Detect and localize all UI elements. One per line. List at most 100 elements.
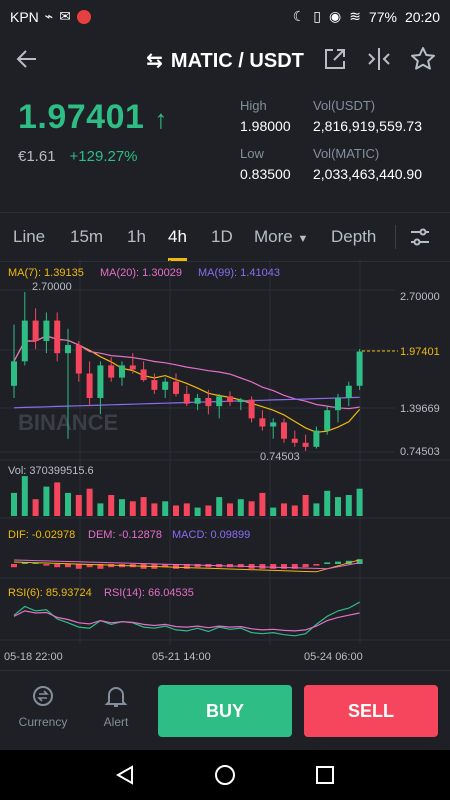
last-price-value: 1.97401: [18, 98, 145, 136]
volume-bar: [356, 488, 363, 516]
compare-icon[interactable]: [366, 46, 392, 72]
tab-1d[interactable]: 1D: [211, 227, 233, 246]
app-bar: ⇆ MATIC / USDT: [0, 32, 450, 88]
price-axis-1: 1.97401: [400, 346, 440, 358]
volume-bar: [313, 503, 320, 516]
volume-bar: [345, 495, 352, 516]
macd-bar: [302, 564, 309, 568]
buy-button[interactable]: BUY: [158, 685, 292, 737]
nav-recents-icon[interactable]: [314, 764, 336, 791]
volume-bar: [65, 492, 71, 516]
bottom-action-bar: Currency Alert BUY SELL: [0, 670, 450, 751]
volume-bar: [194, 507, 201, 516]
volume-bar: [216, 497, 223, 516]
currency-button[interactable]: Currency: [3, 683, 83, 729]
wifi-icon: ≋: [349, 8, 361, 24]
candle-body: [43, 320, 50, 341]
volume-bar: [43, 486, 50, 516]
tab-1h[interactable]: 1h: [127, 227, 146, 246]
volume-bar: [173, 505, 179, 516]
volume-bar: [75, 495, 82, 516]
price-change: +129.27%: [69, 148, 138, 165]
high-value: 1.98000: [240, 118, 291, 134]
candle-body: [205, 397, 212, 407]
dem-line: [13, 559, 360, 570]
volume-bar: [11, 492, 17, 516]
volume-bar: [259, 492, 266, 516]
nav-back-icon[interactable]: [114, 764, 136, 791]
vibrate-icon: ▯: [313, 8, 321, 24]
volume-bar: [140, 497, 147, 516]
ma7-label: MA(7): 1.39135: [8, 267, 84, 279]
candle-body: [151, 380, 158, 390]
candle-body: [237, 399, 244, 403]
fiat-price: €1.61: [18, 148, 56, 165]
dem-label: DEM: -0.12878: [88, 529, 162, 541]
time-axis-0: 05-18 22:00: [4, 651, 63, 663]
alert-label: Alert: [103, 715, 129, 729]
swap-icon: ⇆: [146, 50, 163, 72]
low-value: 0.83500: [240, 166, 291, 182]
sell-button[interactable]: SELL: [304, 685, 438, 737]
candle-body: [313, 430, 320, 447]
currency-label: Currency: [18, 715, 68, 729]
high-marker: 2.70000: [32, 281, 72, 293]
price-axis-0: 2.70000: [400, 291, 440, 303]
vol-matic-label: Vol(MATIC): [313, 146, 380, 161]
time-axis-1: 05-21 14:00: [152, 651, 211, 663]
volume-bar: [205, 505, 212, 516]
candle-body: [86, 373, 93, 398]
macd-bar: [313, 564, 320, 566]
rsi14-label: RSI(14): 66.04535: [104, 587, 194, 599]
ma20-line: [13, 335, 360, 410]
volume-bar: [151, 503, 158, 516]
candle-body: [356, 351, 363, 386]
tab-4h[interactable]: 4h: [168, 227, 187, 261]
macd-bar: [335, 561, 341, 564]
volume-bar: [119, 499, 125, 516]
candle-body: [32, 320, 39, 341]
candle-body: [108, 365, 115, 378]
share-icon[interactable]: [322, 46, 348, 72]
tab-line[interactable]: Line: [13, 227, 46, 246]
vol-matic-value: 2,033,463,440.90: [313, 166, 422, 182]
chart-canvas[interactable]: BINANCE MA(7): 1.39135 MA(20): 1.30029 M…: [0, 260, 450, 670]
alert-button[interactable]: Alert: [76, 683, 156, 729]
candle-body: [65, 345, 71, 354]
volume-bar: [108, 495, 115, 516]
notification-icon: ✉: [59, 8, 71, 24]
arrow-up-icon: ↑: [154, 104, 168, 134]
high-label: High: [240, 98, 267, 113]
volume-bar: [54, 482, 61, 516]
volume-bar: [227, 503, 233, 516]
favorite-star-icon[interactable]: [410, 46, 436, 72]
chart-settings-icon[interactable]: [408, 225, 432, 254]
macd-bar: [183, 564, 190, 569]
tab-more[interactable]: More ▼: [254, 227, 308, 247]
nav-home-icon[interactable]: [214, 764, 236, 791]
candle-body: [270, 422, 277, 427]
tab-depth[interactable]: Depth: [331, 227, 377, 246]
candle-body: [183, 393, 190, 404]
tab-15m[interactable]: 15m: [70, 227, 104, 246]
price-axis-2: 1.39669: [400, 403, 440, 415]
macd-bar: [291, 564, 298, 569]
vol-usdt-label: Vol(USDT): [313, 98, 376, 113]
low-label: Low: [240, 146, 264, 161]
macd-bar: [281, 564, 287, 569]
kline-chart[interactable]: BINANCE MA(7): 1.39135 MA(20): 1.30029 M…: [0, 260, 450, 670]
candle-body: [75, 345, 82, 374]
volume-bar: [162, 501, 169, 516]
moon-icon: ☾: [292, 8, 306, 24]
battery-label: 77%: [368, 8, 397, 25]
candle-body: [302, 442, 309, 447]
tab-divider: [395, 225, 396, 249]
back-arrow-icon[interactable]: [14, 46, 40, 72]
candle-body: [194, 397, 201, 404]
macd-bar: [11, 564, 17, 568]
app-icon: [76, 9, 91, 24]
currency-swap-icon: [30, 683, 56, 709]
pair-title[interactable]: ⇆ MATIC / USDT: [0, 48, 450, 73]
candle-body: [324, 410, 331, 431]
last-price: 1.97401 ↑: [18, 98, 168, 137]
